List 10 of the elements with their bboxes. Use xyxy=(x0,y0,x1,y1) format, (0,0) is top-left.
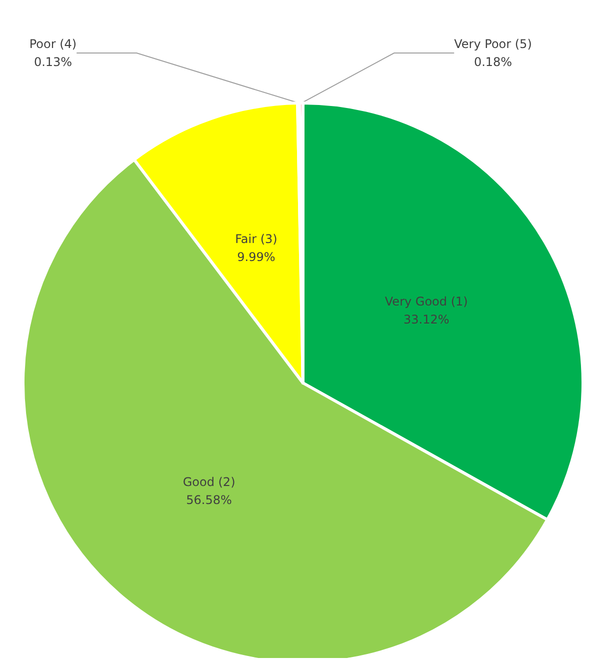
data-label: 0.13% xyxy=(34,55,72,69)
slice-label: Poor (4) xyxy=(29,37,77,51)
slice-label: Very Poor (5) xyxy=(454,37,532,51)
slice-label: Good (2) xyxy=(182,474,236,489)
slice-label: Very Good (1) xyxy=(384,294,468,309)
data-label: 33.12% xyxy=(403,312,450,327)
data-label: 0.18% xyxy=(474,55,512,69)
data-label: 9.99% xyxy=(237,250,276,264)
data-label: 56.58% xyxy=(186,492,232,507)
slice-label: Fair (3) xyxy=(235,232,278,246)
